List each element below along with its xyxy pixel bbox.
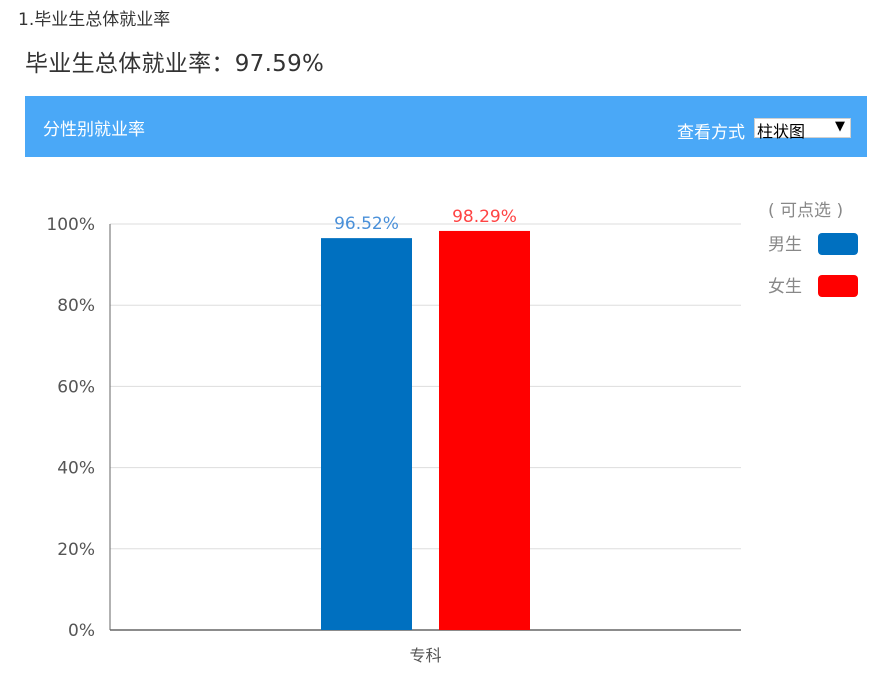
legend-swatch-female[interactable]	[818, 275, 858, 297]
y-tick-label: 40%	[57, 459, 95, 479]
bars: 96.52% 98.29%	[321, 207, 530, 631]
dropdown-arrow-icon: ▼	[835, 119, 845, 134]
bar-male[interactable]	[321, 238, 412, 631]
data-label: 96.52%	[334, 214, 399, 234]
y-tick-label: 0%	[68, 621, 95, 641]
y-tick-label: 80%	[57, 296, 95, 316]
overall-employment-rate: 毕业生总体就业率：97.59%	[25, 51, 325, 77]
legend-label-female: 女生	[768, 277, 802, 297]
y-tick-labels: 0% 20% 40% 60% 80% 100%	[46, 215, 95, 641]
view-mode-label: 查看方式	[677, 123, 745, 143]
y-tick-label: 100%	[46, 215, 95, 235]
bar-female[interactable]	[439, 230, 530, 630]
panel-title: 分性别就业率	[43, 120, 145, 140]
view-mode-selected: 柱状图	[757, 122, 806, 141]
y-tick-label: 20%	[57, 540, 95, 560]
x-tick-label: 专科	[409, 646, 441, 665]
chart-axes	[109, 224, 741, 631]
view-mode-select[interactable]: 柱状图 ▼	[754, 118, 851, 141]
legend-hint: ( 可点选 )	[768, 201, 843, 221]
chart-grid	[110, 223, 741, 550]
legend: ( 可点选 ) 男生 女生	[768, 201, 858, 297]
y-tick-label: 60%	[57, 377, 95, 397]
section-heading: 1.毕业生总体就业率	[18, 10, 171, 30]
data-label: 98.29%	[452, 207, 517, 227]
legend-swatch-male[interactable]	[818, 233, 858, 255]
x-tick-labels: 专科	[409, 646, 441, 665]
legend-label-male: 男生	[768, 235, 802, 255]
chart-panel-header: 分性别就业率 查看方式 柱状图 ▼	[25, 96, 867, 157]
